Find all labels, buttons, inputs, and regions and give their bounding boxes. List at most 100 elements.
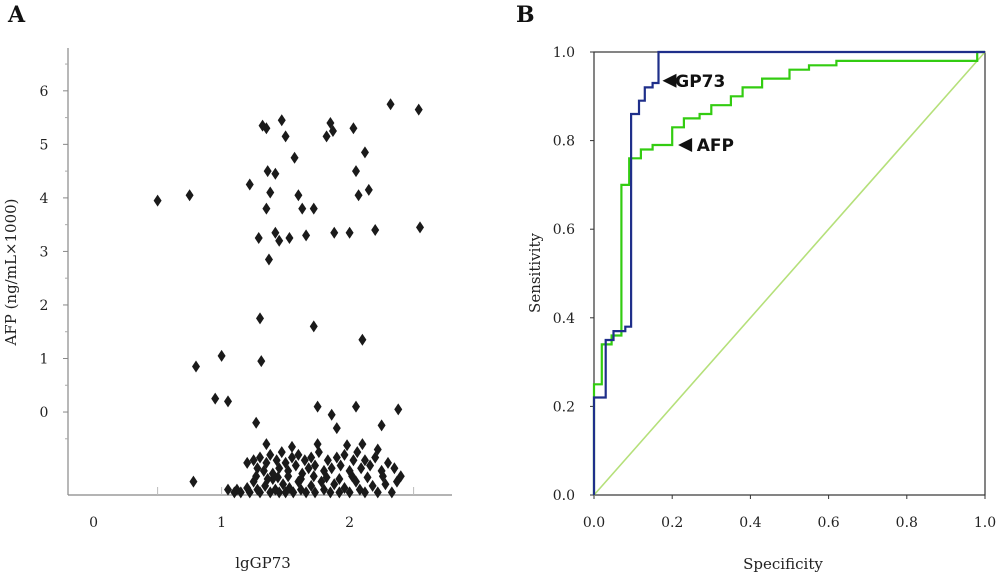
a-scatter-point (192, 360, 200, 373)
a-scatter-point (371, 224, 380, 237)
a-y-tick-label: 1 (40, 351, 49, 367)
a-scatter-point (277, 114, 286, 127)
annotation-arrow-head (662, 73, 677, 88)
a-scatter-point (275, 462, 284, 475)
a-scatter-point (353, 446, 362, 459)
b-x-axis-title: Specificity (743, 555, 823, 573)
a-scatter-point (366, 459, 375, 472)
a-y-tick-label: 5 (40, 137, 49, 153)
a-scatter-point (328, 124, 337, 137)
a-scatter-point (236, 486, 245, 499)
panel-a-scatter: 0 1 2 3 4 5 6 0 1 2 AFP (ng/mL×1000) lgGP73 (2, 48, 452, 572)
a-scatter-point (256, 486, 264, 499)
a-scatter-point (352, 400, 360, 413)
a-scatter-point (185, 189, 194, 202)
a-scatter-point (360, 146, 369, 159)
a-x-axis-title: lgGP73 (235, 554, 291, 572)
a-scatter-point (354, 189, 363, 202)
a-scatter-point (302, 486, 311, 499)
a-scatter-point (245, 178, 254, 191)
a-y-tick-label: 4 (40, 191, 49, 207)
panel-b-roc: 0.0 0.2 0.4 0.6 0.8 1.0 0.0 0.2 0.4 0.6 0.8 1.0 GP… (526, 45, 996, 573)
a-scatter-point (330, 226, 339, 239)
b-x-tick-label: 0.4 (739, 515, 761, 531)
a-x-tick-label: 0 (89, 515, 98, 531)
panel-b-letter: B (516, 2, 535, 28)
a-scatter-point (262, 202, 271, 215)
a-scatter-point (263, 165, 272, 178)
a-x-tick-label: 1 (217, 515, 226, 531)
a-scatter-point (294, 448, 303, 461)
a-scatter-point (262, 122, 271, 135)
b-y-tick-label: 1.0 (553, 45, 575, 61)
a-scatter-point (266, 186, 275, 199)
a-scatter-point (281, 130, 290, 143)
b-x-ticks: 0.0 0.2 0.4 0.6 0.8 1.0 (583, 495, 996, 531)
a-scatter-point (224, 395, 232, 408)
a-scatter-point (302, 229, 311, 242)
a-scatter-point (349, 122, 358, 135)
annotation-label: AFP (697, 136, 734, 156)
a-scatter-point (243, 456, 252, 469)
a-y-tick-label: 2 (40, 298, 49, 314)
a-y-tick-label: 3 (40, 244, 49, 260)
a-scatter-point (378, 470, 387, 483)
a-scatter-point (364, 183, 373, 196)
a-scatter-point (224, 483, 232, 496)
a-scatter-point (348, 470, 357, 483)
a-scatter-point (335, 472, 344, 485)
a-scatter-point (264, 253, 273, 266)
b-annotations: GP73 AFP (662, 72, 734, 156)
a-scatter-point (211, 392, 220, 405)
a-scatter-point (416, 221, 424, 234)
reference-diagonal (593, 51, 986, 496)
a-scatter-point (326, 486, 335, 499)
a-scatter-point (394, 403, 403, 416)
a-scatter-point (360, 486, 369, 499)
a-scatter-point (291, 459, 300, 472)
a-scatter-point (253, 462, 262, 475)
b-y-tick-label: 0.8 (553, 134, 575, 150)
annotation-arrow-head (678, 138, 693, 153)
a-scatter-point (263, 472, 272, 485)
a-scatter-point (323, 454, 332, 467)
a-scatter-point (304, 462, 313, 475)
a-y-ticks: 0 1 2 3 4 5 6 (40, 63, 68, 440)
a-scatter-point (309, 470, 318, 483)
a-scatter-point (252, 470, 261, 483)
a-scatter-point (285, 232, 294, 245)
a-scatter-point (373, 443, 382, 456)
b-y-axis-title: Sensitivity (526, 233, 544, 313)
gp73-curve (592, 50, 985, 495)
a-scatter-point (343, 439, 352, 452)
a-scatter-point (311, 459, 320, 472)
a-scatter-point (284, 470, 293, 483)
a-scatter-point (390, 462, 399, 475)
a-scatter-point (294, 189, 303, 202)
afp-curve (592, 50, 985, 495)
annotation-label: GP73 (675, 72, 725, 92)
b-y-tick-label: 0.0 (553, 488, 575, 504)
b-x-tick-label: 1.0 (974, 515, 996, 531)
a-y-tick-label: 0 (40, 405, 49, 421)
a-scatter-point (266, 448, 275, 461)
panel-a-letter: A (7, 2, 26, 28)
a-scatter-point (332, 451, 341, 464)
a-scatter-point (322, 130, 331, 143)
a-scatter-point (277, 446, 286, 459)
a-scatter-point (311, 486, 320, 499)
a-scatter-point (414, 103, 423, 116)
b-y-tick-label: 0.2 (553, 399, 575, 415)
b-y-tick-label: 0.4 (553, 311, 575, 327)
b-x-tick-label: 0.8 (896, 515, 918, 531)
a-scatter-point (349, 454, 358, 467)
a-scatter-point (245, 486, 254, 499)
a-scatter-point (288, 451, 296, 464)
a-scatter-point (256, 312, 264, 325)
a-scatter-point (252, 416, 261, 429)
a-scatter-point (320, 483, 328, 496)
a-scatter-point (254, 232, 263, 245)
a-scatter-point (153, 194, 162, 207)
a-points (153, 98, 424, 499)
a-scatter-point (352, 165, 360, 178)
